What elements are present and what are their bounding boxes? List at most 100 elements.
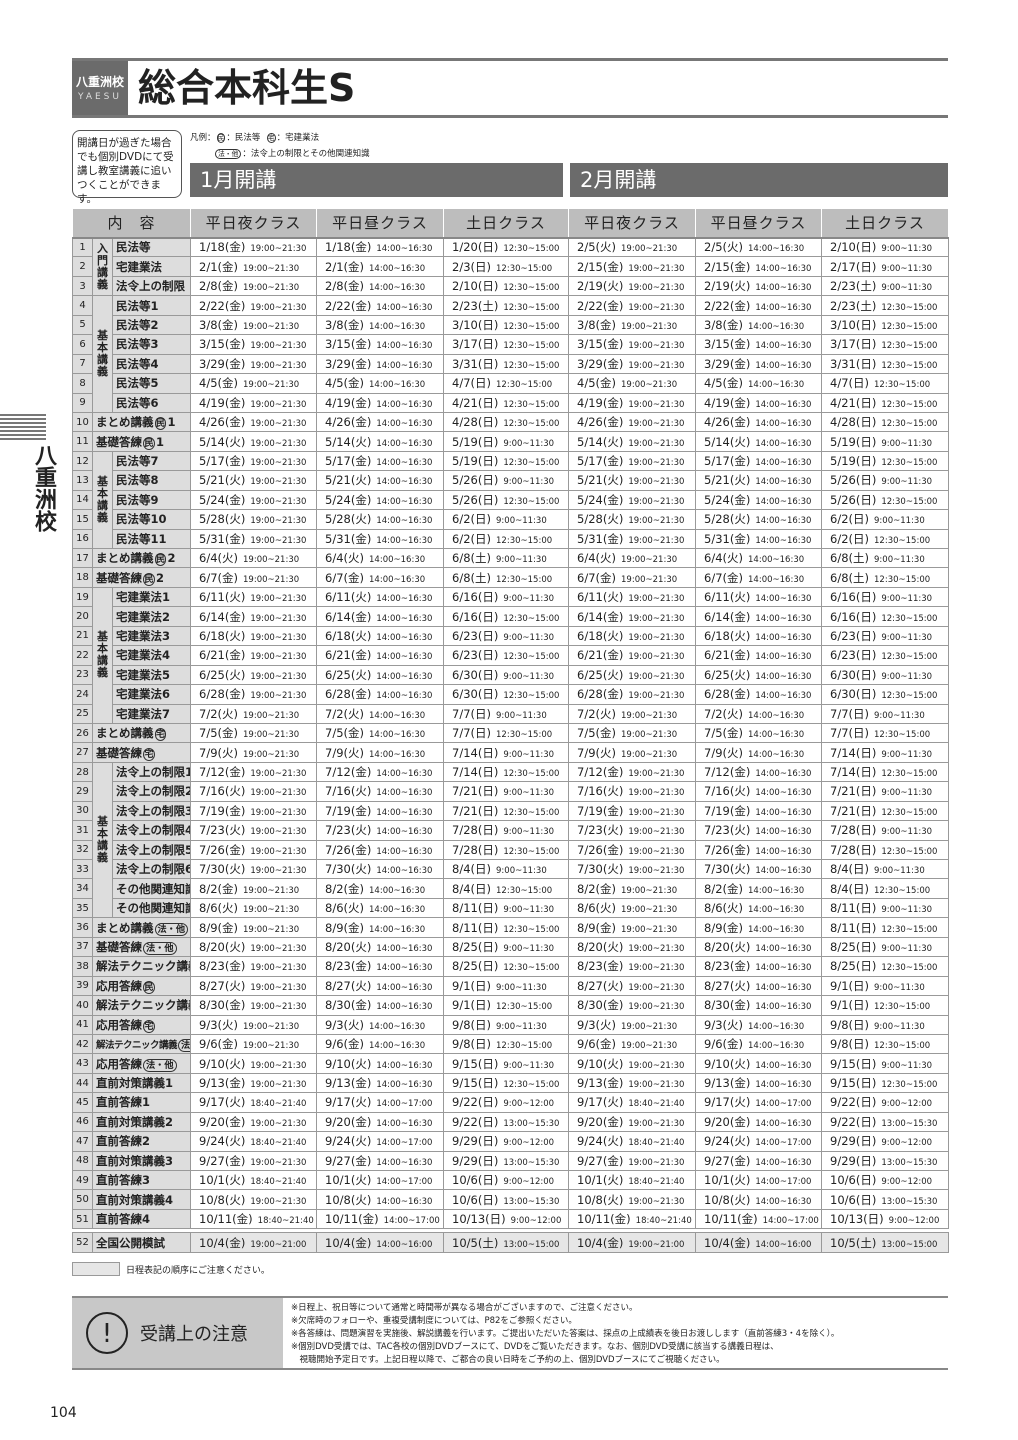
- schedule-cell: 7/19(金) 19:00~21:30: [190, 800, 318, 822]
- session-date: 4/7(日): [830, 376, 870, 391]
- session-time: 9:00~11:30: [881, 671, 933, 682]
- schedule-cell: 8/27(火) 14:00~16:30: [316, 975, 445, 997]
- schedule-cell: 7/5(金) 14:00~16:30: [316, 722, 445, 744]
- session-time: 19:00~21:30: [243, 905, 300, 916]
- session-date: 5/31(金): [577, 531, 624, 546]
- session-date: 6/16(日): [452, 609, 499, 624]
- session-time: 14:00~16:30: [755, 613, 812, 624]
- schedule-cell: 9/6(金) 14:00~16:30: [695, 1033, 823, 1055]
- schedule-cell: 8/23(金) 14:00~16:30: [316, 956, 445, 977]
- session-date: 6/2(日): [830, 531, 870, 546]
- schedule-cell: 8/20(火) 14:00~16:30: [316, 936, 445, 958]
- session-date: 4/28(日): [452, 415, 499, 430]
- row-number: 3: [72, 275, 93, 297]
- session-time: 14:00~16:30: [755, 458, 812, 469]
- schedule-cell: 9/29(日) 13:00~15:30: [443, 1150, 570, 1172]
- session-date: 4/19(金): [577, 395, 624, 410]
- row-number: 42: [72, 1033, 93, 1055]
- schedule-cell: 7/14(日) 9:00~11:30: [821, 742, 950, 763]
- content-label: 全国公開模試: [96, 1235, 165, 1250]
- session-time: 19:00~21:30: [250, 632, 307, 643]
- schedule-cell: 8/30(金) 14:00~16:30: [695, 995, 823, 1016]
- session-date: 8/2(金): [325, 881, 365, 896]
- session-date: 6/21(金): [577, 648, 624, 663]
- table-row: 29 法令上の制限2 7/16(火) 19:00~21:30 7/16(火) 14:00~…: [72, 781, 950, 802]
- session-date: 10/8(火): [325, 1192, 372, 1207]
- session-time: 18:40~21:40: [250, 1099, 307, 1110]
- session-time: 18:40~21:40: [628, 1177, 685, 1188]
- schedule-cell: 6/21(金) 14:00~16:30: [316, 645, 445, 666]
- session-date: 4/26(金): [325, 415, 372, 430]
- session-date: 7/2(火): [325, 706, 365, 721]
- session-date: 6/7(金): [199, 570, 239, 585]
- schedule-cell: 8/2(金) 19:00~21:30: [568, 878, 697, 899]
- session-time: 9:00~11:30: [503, 749, 555, 760]
- session-date: 9/27(金): [704, 1153, 751, 1168]
- session-date: 6/28(金): [704, 687, 751, 702]
- session-time: 12:30~15:00: [874, 1002, 931, 1013]
- schedule-cell: 5/28(火) 19:00~21:30: [568, 509, 697, 530]
- session-time: 19:00~21:30: [628, 594, 685, 605]
- session-date: 9/20(金): [325, 1114, 372, 1129]
- schedule-cell: 6/25(火) 19:00~21:30: [190, 664, 318, 686]
- session-time: 19:00~21:30: [628, 846, 685, 857]
- schedule-cell: 9/8(日) 9:00~11:30: [443, 1014, 570, 1035]
- row-content: 宅建業法: [111, 256, 192, 277]
- school-name-en: YAESU: [78, 92, 122, 102]
- session-date: 8/2(金): [704, 881, 744, 896]
- schedule-cell: 8/11(日) 9:00~11:30: [443, 897, 570, 919]
- row-content: まとめ講義民 1: [91, 411, 192, 433]
- session-date: 6/8(土): [830, 570, 870, 585]
- table-row: 39 応用答練民 8/27(火) 19:00~21:30 8/27(火) 14:00~16…: [72, 975, 950, 997]
- session-time: 9:00~11:30: [496, 710, 547, 721]
- schedule-cell: 6/8(土) 9:00~11:30: [821, 547, 950, 569]
- schedule-cell: 4/21(日) 12:30~15:00: [443, 392, 570, 413]
- schedule-cell: 9/17(火) 18:40~21:40: [568, 1092, 697, 1113]
- row-content: 直前答練4: [91, 1208, 192, 1230]
- schedule-cell: 7/16(火) 14:00~16:30: [695, 781, 823, 802]
- session-time: 19:00~21:30: [628, 516, 685, 527]
- session-time: 14:00~16:30: [755, 438, 812, 449]
- session-date: 7/12(金): [199, 765, 246, 780]
- session-time: 14:00~16:30: [376, 458, 433, 469]
- session-time: 14:00~16:30: [755, 652, 812, 663]
- schedule-cell: 2/1(金) 19:00~21:30: [190, 256, 318, 277]
- session-time: 12:30~15:00: [881, 360, 938, 371]
- session-date: 2/22(金): [704, 298, 751, 313]
- schedule-cell: 9/24(火) 14:00~17:00: [316, 1131, 445, 1152]
- schedule-cell: 4/19(金) 19:00~21:30: [568, 392, 697, 413]
- session-date: 8/9(金): [325, 920, 365, 935]
- session-time: 19:00~21:30: [250, 691, 307, 702]
- session-date: 3/15(金): [577, 337, 624, 352]
- schedule-cell: 8/11(日) 12:30~15:00: [821, 917, 950, 938]
- session-time: 19:00~21:30: [250, 652, 307, 663]
- session-date: 5/26(日): [830, 492, 877, 507]
- legend-text: ：法令上の制限とその他関連知識: [242, 149, 370, 159]
- table-row: 28 基本講義 法令上の制限1 7/12(金) 19:00~21:30 7/12(金) 14…: [72, 761, 950, 919]
- session-date: 7/9(火): [577, 745, 617, 760]
- session-time: 19:00~21:30: [250, 1118, 307, 1129]
- table-row: 41 応用答練宅 9/3(火) 19:00~21:30 9/3(火) 14:00~16:3…: [72, 1014, 950, 1035]
- session-date: 5/31(金): [199, 531, 246, 546]
- legend-mark-ho: 法・他: [215, 149, 242, 160]
- schedule-cell: 2/17(日) 9:00~11:30: [821, 256, 950, 277]
- schedule-cell: 7/28(日) 12:30~15:00: [821, 839, 950, 861]
- session-time: 19:00~21:30: [250, 496, 307, 507]
- session-date: 9/6(金): [577, 1037, 617, 1052]
- caution-line: ※欠席時のフォローや、重複受講制度については、P82をご参照ください。: [291, 1316, 577, 1326]
- schedule-cell: 9/3(火) 14:00~16:30: [316, 1014, 445, 1035]
- schedule-cell: 3/31(日) 12:30~15:00: [443, 353, 570, 375]
- schedule-cell: 7/21(日) 9:00~11:30: [821, 781, 950, 802]
- session-time: 19:00~21:30: [250, 671, 307, 682]
- content-label: 直前答練1: [96, 1095, 151, 1110]
- school-badge: 八重洲校 YAESU: [72, 61, 128, 115]
- session-time: 9:00~12:00: [510, 1216, 562, 1227]
- schedule-cell: 2/10(日) 12:30~15:00: [443, 275, 570, 297]
- session-date: 9/27(金): [577, 1153, 624, 1168]
- session-date: 9/24(火): [577, 1134, 624, 1149]
- session-date: 7/16(火): [325, 784, 372, 799]
- session-date: 9/8(日): [830, 1017, 870, 1032]
- session-date: 10/13(日): [452, 1212, 506, 1227]
- session-date: 5/21(火): [577, 473, 624, 488]
